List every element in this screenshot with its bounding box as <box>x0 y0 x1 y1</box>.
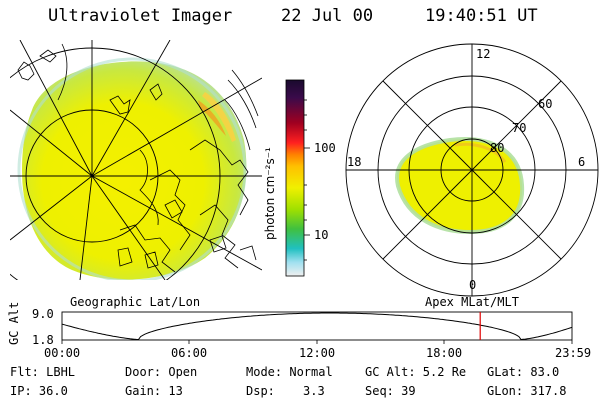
timeline-tick-3: 18:00 <box>426 346 463 360</box>
ip-field: IP: 36.0 <box>10 384 68 398</box>
time-label: 19:40:51 UT <box>425 6 538 26</box>
timeline-tick-0: 00:00 <box>44 346 81 360</box>
timeline-tick-1: 06:00 <box>171 346 208 360</box>
instrument-title: Ultraviolet Imager <box>48 6 233 26</box>
timeline-tick-2: 12:00 <box>299 346 336 360</box>
mlt-18-label: 18 <box>347 155 362 169</box>
dsp-value: 3.3 <box>303 384 325 398</box>
colorbar <box>285 79 305 277</box>
glon-field: GLon: 317.8 <box>487 384 567 398</box>
mlt-6-label: 6 <box>578 155 586 169</box>
timeline-plot <box>61 311 573 344</box>
geographic-panel <box>10 40 262 280</box>
colorbar-tick-100: 100 <box>314 141 336 155</box>
aurora-bright-arc <box>198 100 226 136</box>
gain-field: Gain: 13 <box>125 384 183 398</box>
mlt-12-label: 12 <box>476 47 491 61</box>
timeline-ymin: 1.8 <box>32 333 54 347</box>
aurora-oval <box>397 139 523 232</box>
aurora-emission-left <box>22 61 247 280</box>
mlt-0-label: 0 <box>469 278 477 292</box>
glat-field: GLat: 83.0 <box>487 365 560 379</box>
colorbar-tick-10: 10 <box>314 228 329 242</box>
mode-field: Mode: Normal <box>246 365 333 379</box>
mlat-70-label: 70 <box>512 121 527 135</box>
date-label: 22 Jul 00 <box>281 6 374 26</box>
timeline-ylabel: GC Alt <box>7 301 21 345</box>
gc-alt-curve <box>61 312 573 341</box>
mlat-60-label: 60 <box>538 97 553 111</box>
mlat-80-label: 80 <box>490 141 505 155</box>
dsp-label: Dsp: <box>246 384 275 398</box>
coastlines <box>17 43 259 273</box>
colorbar-ticks <box>304 99 310 261</box>
colorbar-unit-label: photon cm⁻²s⁻¹ <box>263 147 277 240</box>
timeline-ymax: 9.0 <box>32 307 54 321</box>
geographic-panel-label: Geographic Lat/Lon <box>70 295 201 309</box>
apex-panel-label: Apex MLat/MLT <box>425 295 519 309</box>
seq-field: Seq: 39 <box>365 384 416 398</box>
filter-field: Flt: LBHL <box>10 365 76 379</box>
polar-panel <box>345 43 599 297</box>
gc-alt-field: GC Alt: 5.2 Re <box>365 365 467 379</box>
geo-grid <box>10 40 262 280</box>
timeline-tick-4: 23:59 <box>555 346 592 360</box>
door-field: Door: Open <box>125 365 198 379</box>
